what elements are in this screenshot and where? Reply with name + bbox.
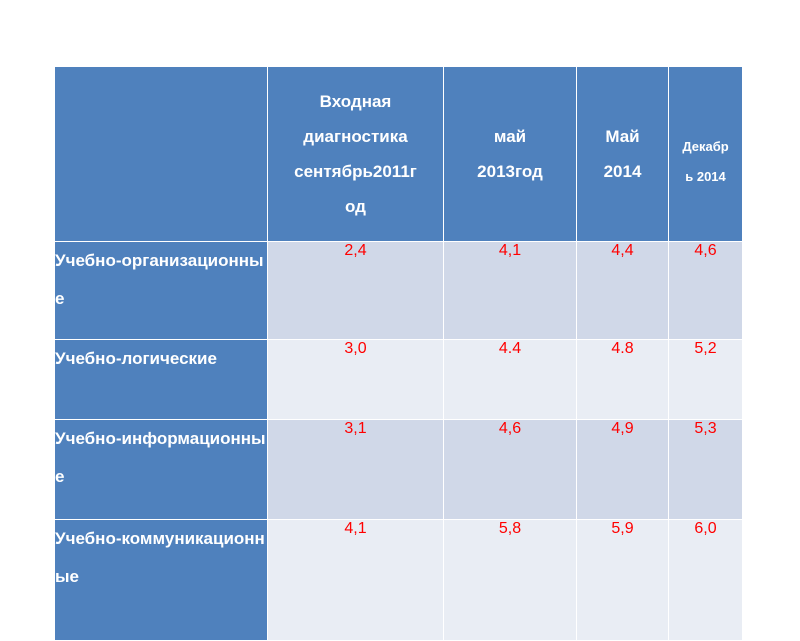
header-line: 2014	[603, 162, 642, 181]
value-cell: 4.8	[576, 339, 669, 420]
value-cell: 4,6	[668, 241, 743, 340]
header-line: Декабр	[682, 139, 729, 154]
header-line: диагностика	[303, 127, 408, 146]
column-header-december-2014: Декабр ь 2014	[668, 66, 743, 242]
results-table: Входная диагностика сентябрь2011г од май…	[54, 66, 743, 641]
value-cell: 4,6	[443, 419, 577, 520]
value-cell: 6,0	[668, 519, 743, 641]
table-row: Учебно-организационные 2,4 4,1 4,4 4,6	[54, 241, 743, 340]
header-row: Входная диагностика сентябрь2011г од май…	[54, 66, 743, 242]
value-cell: 2,4	[267, 241, 444, 340]
value-cell: 3,1	[267, 419, 444, 520]
row-label: Учебно-коммуникационные	[54, 519, 268, 641]
table-row: Учебно-коммуникационные 4,1 5,8 5,9 6,0	[54, 519, 743, 641]
value-cell: 5,3	[668, 419, 743, 520]
value-cell: 3,0	[267, 339, 444, 420]
header-line: ь 2014	[685, 169, 726, 184]
row-label: Учебно-организационные	[54, 241, 268, 340]
header-line: сентябрь2011г	[294, 162, 417, 181]
row-label: Учебно-логические	[54, 339, 268, 420]
header-line: май	[493, 127, 527, 146]
value-cell: 5,9	[576, 519, 669, 641]
value-cell: 4.4	[443, 339, 577, 420]
value-cell: 4,1	[443, 241, 577, 340]
value-cell: 4,4	[576, 241, 669, 340]
header-line: од	[345, 197, 366, 216]
corner-cell	[54, 66, 268, 242]
column-header-may-2013: май 2013год	[443, 66, 577, 242]
table-row: Учебно-информационные 3,1 4,6 4,9 5,3	[54, 419, 743, 520]
header-line: Май	[605, 127, 640, 146]
header-line: Входная	[319, 92, 392, 111]
header-line: 2013год	[477, 162, 543, 181]
value-cell: 4,1	[267, 519, 444, 641]
table-row: Учебно-логические 3,0 4.4 4.8 5,2	[54, 339, 743, 420]
value-cell: 5,2	[668, 339, 743, 420]
row-label: Учебно-информационные	[54, 419, 268, 520]
value-cell: 4,9	[576, 419, 669, 520]
value-cell: 5,8	[443, 519, 577, 641]
column-header-entry-diagnostics: Входная диагностика сентябрь2011г од	[267, 66, 444, 242]
column-header-may-2014: Май 2014	[576, 66, 669, 242]
